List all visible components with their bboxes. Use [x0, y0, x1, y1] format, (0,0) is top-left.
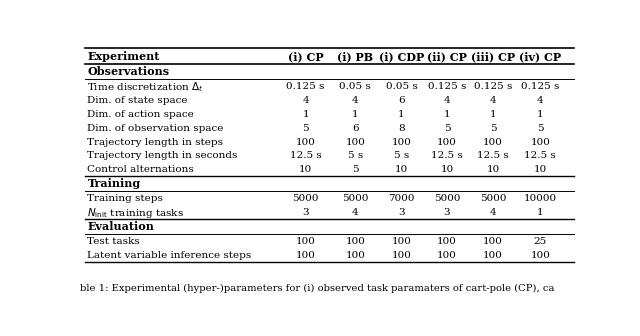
Text: 3: 3 [302, 208, 309, 217]
Text: 0.125 s: 0.125 s [474, 82, 513, 91]
Text: 100: 100 [483, 237, 503, 246]
Text: 10: 10 [395, 165, 408, 174]
Text: Test tasks: Test tasks [88, 237, 140, 246]
Text: 4: 4 [537, 96, 543, 105]
Text: (i) CP: (i) CP [288, 51, 323, 62]
Text: (iii) CP: (iii) CP [471, 51, 515, 62]
Text: 7000: 7000 [388, 194, 415, 203]
Text: 25: 25 [534, 237, 547, 246]
Text: Time discretization $\Delta_t$: Time discretization $\Delta_t$ [88, 80, 204, 94]
Text: 1: 1 [352, 110, 358, 119]
Text: 100: 100 [346, 251, 365, 260]
Text: 5 s: 5 s [394, 152, 409, 161]
Text: 3: 3 [398, 208, 404, 217]
Text: 0.125 s: 0.125 s [287, 82, 325, 91]
Text: 12.5 s: 12.5 s [431, 152, 463, 161]
Text: 100: 100 [296, 251, 316, 260]
Text: Dim. of action space: Dim. of action space [88, 110, 194, 119]
Text: 0.125 s: 0.125 s [428, 82, 466, 91]
Text: 1: 1 [537, 208, 543, 217]
Text: 100: 100 [531, 138, 550, 146]
Text: 100: 100 [437, 237, 457, 246]
Text: 5000: 5000 [480, 194, 506, 203]
Text: 0.05 s: 0.05 s [339, 82, 371, 91]
Text: 5: 5 [444, 124, 451, 133]
Text: Trajectory length in steps: Trajectory length in steps [88, 138, 223, 146]
Text: 100: 100 [392, 237, 412, 246]
Text: 4: 4 [302, 96, 309, 105]
Text: 5000: 5000 [434, 194, 460, 203]
Text: 10: 10 [440, 165, 454, 174]
Text: (i) PB: (i) PB [337, 51, 373, 62]
Text: 4: 4 [490, 96, 497, 105]
Text: 12.5 s: 12.5 s [290, 152, 321, 161]
Text: ble 1: Experimental (hyper-)parameters for (i) observed task paramaters of cart-: ble 1: Experimental (hyper-)parameters f… [80, 284, 554, 293]
Text: 100: 100 [392, 251, 412, 260]
Text: 0.125 s: 0.125 s [521, 82, 559, 91]
Text: 4: 4 [352, 208, 358, 217]
Text: Latent variable inference steps: Latent variable inference steps [88, 251, 252, 260]
Text: 1: 1 [302, 110, 309, 119]
Text: 100: 100 [296, 138, 316, 146]
Text: Training: Training [88, 178, 141, 189]
Text: 10: 10 [486, 165, 500, 174]
Text: 5: 5 [302, 124, 309, 133]
Text: Dim. of state space: Dim. of state space [88, 96, 188, 105]
Text: Trajectory length in seconds: Trajectory length in seconds [88, 152, 238, 161]
Text: 6: 6 [352, 124, 358, 133]
Text: 10: 10 [299, 165, 312, 174]
Text: 1: 1 [490, 110, 497, 119]
Text: Control alternations: Control alternations [88, 165, 194, 174]
Text: 4: 4 [352, 96, 358, 105]
Text: 1: 1 [537, 110, 543, 119]
Text: 100: 100 [392, 138, 412, 146]
Text: Training steps: Training steps [88, 194, 163, 203]
Text: 3: 3 [444, 208, 451, 217]
Text: 10: 10 [534, 165, 547, 174]
Text: 5: 5 [490, 124, 497, 133]
Text: 4: 4 [490, 208, 497, 217]
Text: $N_{\mathrm{init}}$ training tasks: $N_{\mathrm{init}}$ training tasks [88, 206, 184, 220]
Text: (iv) CP: (iv) CP [519, 51, 561, 62]
Text: 100: 100 [483, 251, 503, 260]
Text: 12.5 s: 12.5 s [524, 152, 556, 161]
Text: Observations: Observations [88, 66, 170, 77]
Text: 100: 100 [296, 237, 316, 246]
Text: Dim. of observation space: Dim. of observation space [88, 124, 224, 133]
Text: 5000: 5000 [342, 194, 369, 203]
Text: (ii) CP: (ii) CP [427, 51, 467, 62]
Text: 100: 100 [437, 138, 457, 146]
Text: 5000: 5000 [292, 194, 319, 203]
Text: 10000: 10000 [524, 194, 557, 203]
Text: 100: 100 [346, 138, 365, 146]
Text: 5 s: 5 s [348, 152, 363, 161]
Text: 100: 100 [437, 251, 457, 260]
Text: 100: 100 [483, 138, 503, 146]
Text: 0.05 s: 0.05 s [385, 82, 417, 91]
Text: 8: 8 [398, 124, 404, 133]
Text: 5: 5 [352, 165, 358, 174]
Text: 1: 1 [398, 110, 404, 119]
Text: 100: 100 [346, 237, 365, 246]
Text: 5: 5 [537, 124, 543, 133]
Text: 12.5 s: 12.5 s [477, 152, 509, 161]
Text: 1: 1 [444, 110, 451, 119]
Text: 6: 6 [398, 96, 404, 105]
Text: 100: 100 [531, 251, 550, 260]
Text: Evaluation: Evaluation [88, 221, 154, 232]
Text: 4: 4 [444, 96, 451, 105]
Text: (i) CDP: (i) CDP [379, 51, 424, 62]
Text: Experiment: Experiment [88, 51, 160, 62]
